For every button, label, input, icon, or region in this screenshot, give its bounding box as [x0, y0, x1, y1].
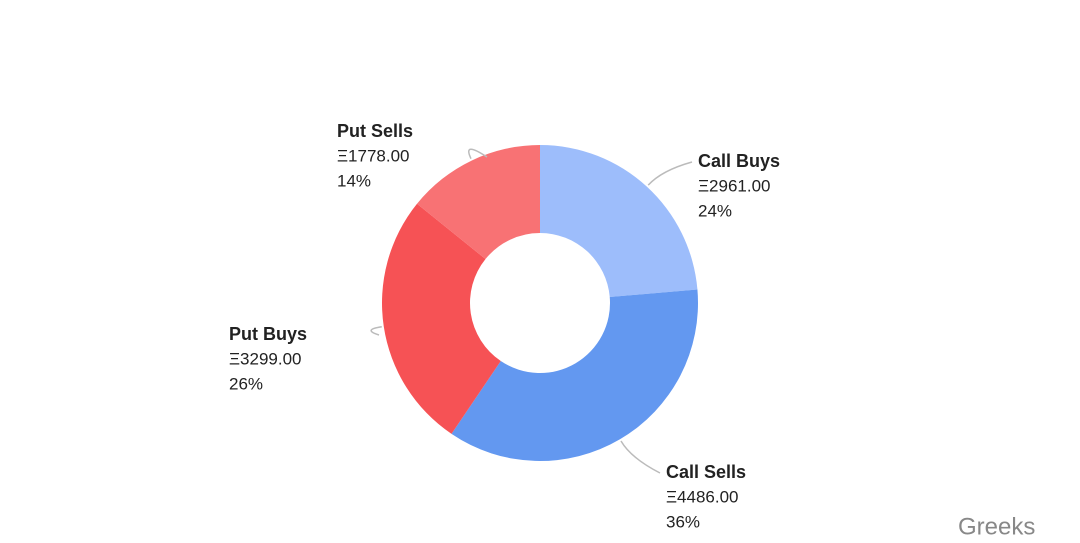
slice-name: Call Buys [698, 151, 780, 171]
slice-name: Put Sells [337, 121, 413, 141]
slice-value: Ξ1778.00 [337, 146, 410, 165]
slice-name: Call Sells [666, 462, 746, 482]
donut-slice [417, 145, 540, 260]
slice-percent: 26% [229, 374, 263, 393]
connector-line [620, 440, 661, 474]
donut-slice [540, 145, 698, 298]
slice-value: Ξ3299.00 [229, 349, 302, 368]
slice-value: Ξ4486.00 [666, 487, 739, 506]
donut-slice [451, 289, 699, 462]
connector-line [647, 161, 693, 186]
slice-percent: 14% [337, 171, 371, 190]
slice-value: Ξ2961.00 [698, 176, 771, 195]
slice-percent: 24% [698, 201, 732, 220]
donut-slice [382, 203, 501, 434]
watermark: Greeks [958, 513, 1035, 540]
connector-line [370, 325, 382, 336]
slice-percent: 36% [666, 512, 700, 531]
connector-line [468, 148, 488, 159]
slice-name: Put Buys [229, 324, 307, 344]
